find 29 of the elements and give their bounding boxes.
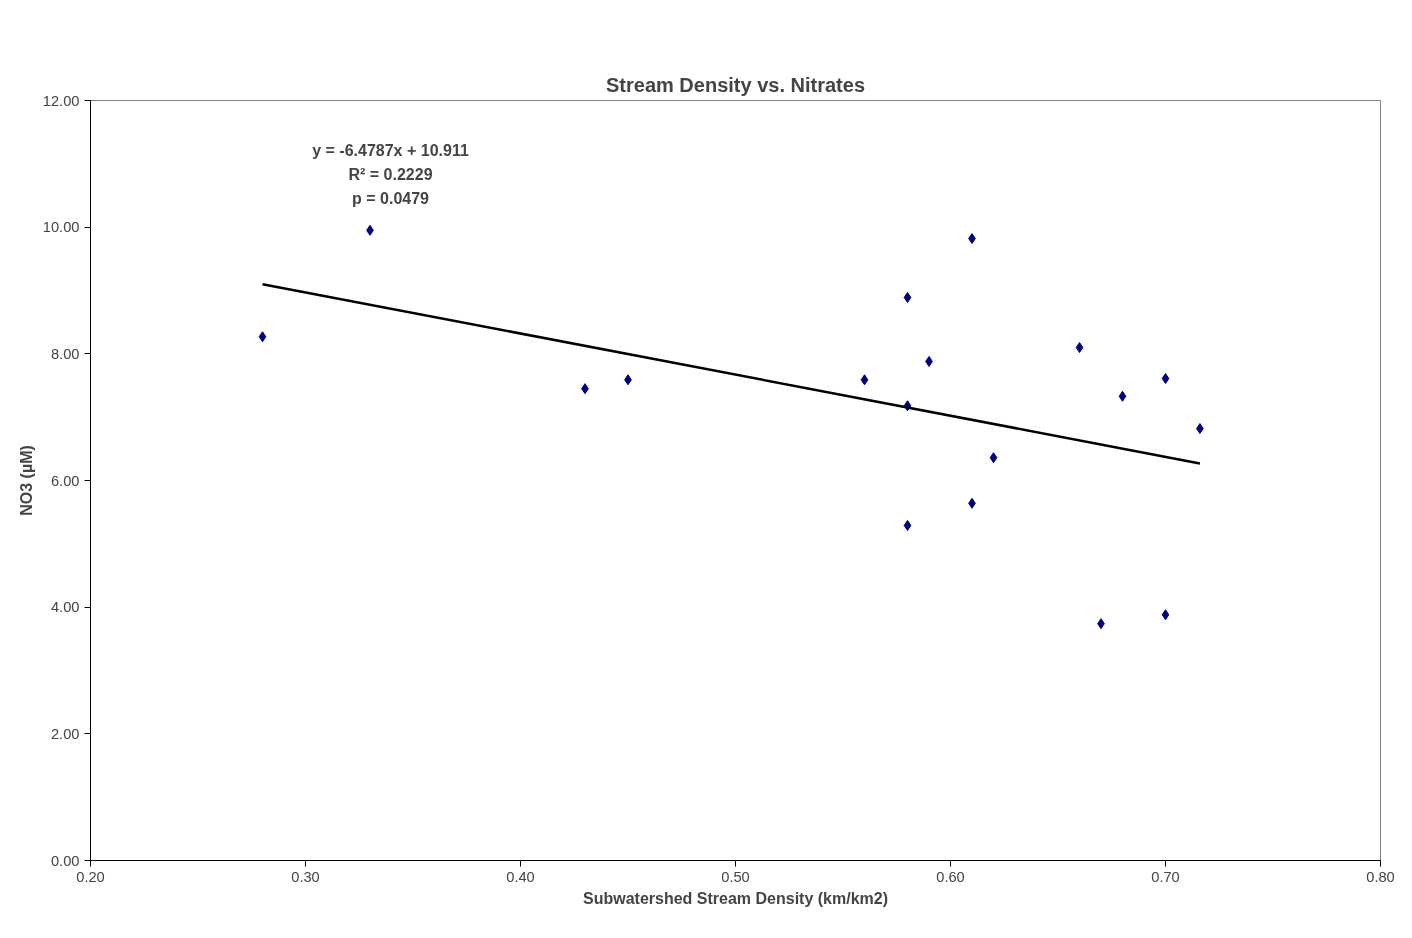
annotation: y = -6.4787x + 10.911 (312, 141, 469, 159)
point (258, 331, 267, 343)
y-tick-label: 6.00 (50, 472, 80, 489)
y-tick-label: 0.00 (50, 852, 80, 869)
point (903, 519, 912, 531)
y-tick-label: 8.00 (50, 345, 80, 362)
x-tick-label: 0.70 (1151, 868, 1180, 885)
x-tick-label: 0.50 (721, 868, 750, 885)
y-tick-label: 10.00 (42, 219, 80, 236)
chart-title: Stream Density vs. Nitrates (606, 73, 866, 96)
annotation: R² = 0.2229 (348, 165, 433, 183)
x-tick-label: 0.20 (76, 868, 105, 885)
x-tick-label: 0.80 (1366, 868, 1395, 885)
point (989, 452, 998, 464)
point (903, 291, 912, 303)
point (1075, 342, 1084, 353)
x-tick-label: 0.60 (936, 868, 965, 885)
point (1161, 609, 1170, 621)
point (860, 374, 869, 386)
x-tick-label: 0.40 (506, 868, 535, 885)
y-tick-label: 2.00 (50, 725, 80, 742)
point (1161, 373, 1170, 385)
x-axis-title: Subwatershed Stream Density (km/km2) (583, 889, 888, 907)
y-tick-label: 4.00 (50, 599, 80, 616)
y-axis-title: NO3 (µM) (17, 445, 35, 516)
y-tick-label: 12.00 (42, 92, 80, 109)
x-tick-label: 0.30 (291, 868, 320, 885)
point (1118, 390, 1127, 402)
annotation: p = 0.0479 (352, 189, 430, 207)
